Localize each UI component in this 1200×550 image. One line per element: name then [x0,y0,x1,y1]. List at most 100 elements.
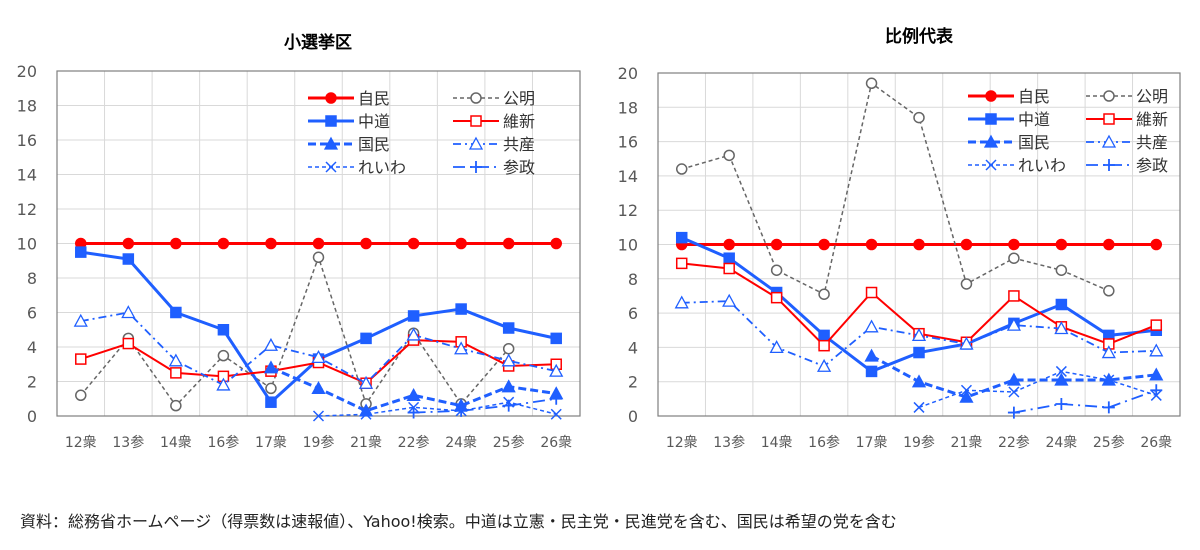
data-point [675,231,688,244]
data-point [675,163,688,175]
legend-item: 参政 [453,158,535,177]
legend-marker [470,115,482,127]
series-line [681,82,1110,296]
data-point [1006,317,1022,331]
data-point [263,360,279,374]
x-tick-label: 17衆 [255,435,287,451]
data-point [818,288,830,300]
x-tick-label: 19参 [903,434,935,451]
series-kokumin [263,360,564,417]
y-tick-label: 6 [27,304,37,323]
data-point [502,399,515,412]
legend-item: 維新 [1086,110,1168,129]
data-point [816,358,832,372]
data-point [1008,386,1020,398]
data-point [723,252,735,264]
y-tick-label: 2 [27,373,37,392]
data-point [1008,290,1020,302]
legend-item: 自民 [308,89,390,108]
data-point [674,295,689,309]
data-point [913,111,925,124]
data-point [358,375,374,389]
data-point [770,264,783,276]
data-point [501,353,516,367]
data-point [1055,397,1068,410]
data-point [217,324,230,336]
x-tick-label: 13参 [713,434,745,451]
y-tick-label: 20 [618,64,638,83]
data-point [865,286,878,299]
data-point [675,257,688,270]
data-point [960,278,973,290]
data-point [73,313,88,327]
data-point [265,396,277,408]
data-point [502,342,515,355]
x-tick-label: 21衆 [350,435,382,451]
data-point [864,319,879,333]
y-tick-label: 4 [628,338,638,357]
series-reiwa [913,365,1162,413]
series-line [918,370,1157,409]
data-point [550,237,562,250]
data-point [1149,343,1164,357]
legend-item: れいわ [308,158,406,177]
data-point [122,253,135,265]
x-tick-label: 25参 [1093,434,1125,451]
x-tick-label: 14衆 [160,435,192,451]
legend-item: 中道 [968,110,1050,129]
data-point [406,327,421,341]
y-tick-label: 2 [628,373,638,392]
data-point [502,237,515,250]
x-tick-label: 24衆 [1045,435,1077,451]
data-point [723,238,735,251]
data-point [723,262,735,275]
data-point [770,238,783,251]
data-point [311,381,326,395]
data-point [170,237,182,250]
data-point [75,246,87,258]
data-point [455,237,467,250]
data-point [407,406,420,419]
legend-marker [325,115,337,127]
data-point [501,379,516,393]
y-tick-label: 14 [618,167,638,186]
legend-item: 維新 [453,112,535,131]
x-tick-label: 13参 [112,434,144,451]
data-point [502,322,515,334]
data-point [549,363,564,377]
y-tick-label: 4 [27,338,37,357]
series-kyosan [674,293,1164,372]
legend-item: 参政 [1086,156,1168,175]
data-point [1008,252,1020,264]
data-point [407,310,420,322]
data-point [865,365,878,378]
y-tick-label: 14 [17,166,37,185]
legend-label: 参政 [1136,156,1168,175]
data-point [121,305,136,319]
legend-label: 維新 [1136,110,1168,129]
data-point [406,387,421,401]
data-point [550,392,563,405]
y-tick-label: 12 [618,201,638,220]
x-tick-label: 26衆 [1140,435,1172,451]
series-line [80,254,510,407]
data-point [959,389,974,403]
data-point [1054,321,1069,335]
legend-marker [1103,159,1115,171]
y-tick-label: 12 [17,200,37,219]
data-point [960,238,973,251]
data-point [1102,401,1115,414]
plot-area [657,72,1181,417]
data-point [1007,406,1020,419]
data-point [311,349,326,364]
legend-item: 共産 [1086,133,1168,152]
source-caption: 資料：総務省ホームページ（得票数は速報値）、Yahoo!検索。中道は立憲・民主党… [20,512,897,531]
data-point [911,374,927,388]
data-point [455,404,468,417]
legend-marker [470,92,482,104]
data-point [911,328,927,342]
series-jimin [675,238,1163,251]
data-point [75,353,87,365]
data-point [454,341,469,355]
legend-marker [470,161,482,173]
